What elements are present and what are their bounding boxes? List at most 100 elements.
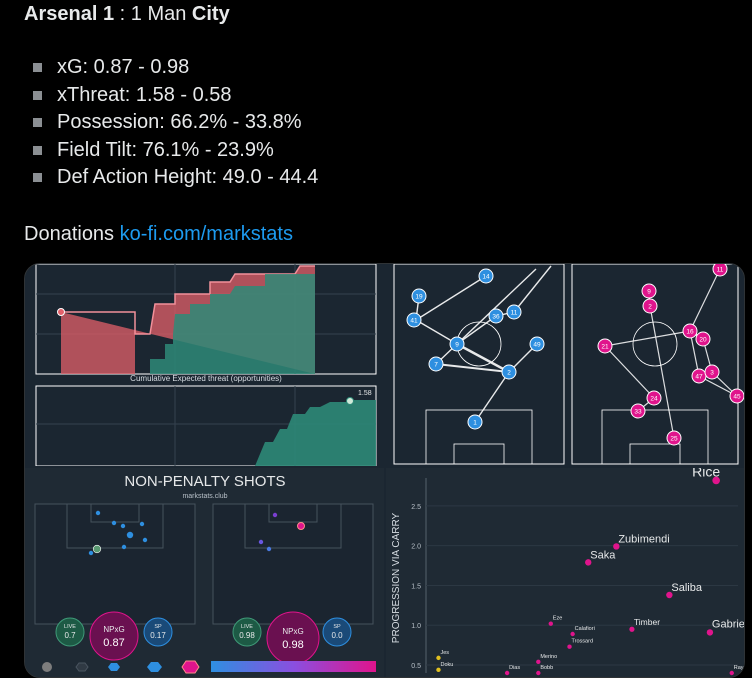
player-node-label: 2 bbox=[507, 370, 511, 377]
pass-link bbox=[415, 275, 487, 321]
player-node-label: 21 bbox=[601, 344, 609, 351]
home-shots bbox=[88, 510, 148, 556]
player-node-label: 45 bbox=[733, 394, 741, 401]
non-penalty-shots-panel[interactable]: NON-PENALTY SHOTS markstats.club bbox=[25, 468, 384, 677]
away-xthreat-area bbox=[255, 400, 376, 466]
pass-link bbox=[604, 330, 691, 347]
player-node: 7 bbox=[428, 356, 444, 372]
home-live-badge bbox=[55, 617, 85, 647]
scatter-label: Timber bbox=[634, 617, 660, 627]
scatter-label: Dias bbox=[509, 665, 520, 671]
pass-link bbox=[456, 315, 497, 345]
stat-item: Possession: 66.2% - 33.8% bbox=[24, 111, 318, 139]
shot-marker bbox=[120, 523, 126, 529]
player-node: 14 bbox=[478, 268, 494, 284]
cumulative-xthreat-panel[interactable]: Cumulative Expected threat (opportunitie… bbox=[25, 264, 384, 466]
home-start-marker bbox=[57, 308, 65, 316]
legend-hexagon-icon bbox=[75, 662, 89, 672]
scatter-label: Calafiori bbox=[575, 626, 595, 632]
scatter-point: Trossard bbox=[567, 639, 593, 649]
stats-list: xG: 0.87 - 0.98 xThreat: 1.58 - 0.58 Pos… bbox=[24, 56, 318, 194]
player-node: 36 bbox=[488, 308, 504, 324]
scatter-label: Bobb bbox=[540, 665, 553, 671]
center-circle bbox=[632, 321, 678, 367]
player-node-circle bbox=[682, 323, 698, 339]
away-half-pitch bbox=[212, 503, 374, 625]
pass-link bbox=[435, 363, 510, 373]
scatter-point: Jes bbox=[436, 650, 449, 661]
pass-link bbox=[456, 342, 510, 374]
player-node-circle bbox=[642, 298, 658, 314]
square-bullet-icon bbox=[33, 173, 42, 182]
end-value-label: 1.58 bbox=[358, 390, 372, 397]
scatter-label: Trossard bbox=[572, 639, 594, 645]
player-node-label: 47 bbox=[695, 374, 703, 381]
player-node-circle bbox=[478, 268, 494, 284]
away-live-value: 0.98 bbox=[239, 631, 255, 640]
scatter-grid: 2.5 2.0 1.5 1.0 0.5 bbox=[411, 478, 738, 673]
end-marker bbox=[346, 397, 354, 405]
scatter-marker bbox=[729, 670, 734, 676]
scatter-point: Dias bbox=[504, 665, 520, 676]
progression-scatter-panel[interactable]: PROGRESSION VIA CARRY 2.5 2.0 1.5 1.0 0.5 Ri… bbox=[386, 468, 745, 677]
scatter-marker bbox=[666, 591, 673, 599]
donations-link[interactable]: ko-fi.com/markstats bbox=[119, 223, 293, 245]
shot-marker bbox=[88, 550, 94, 556]
stat-label: xThreat: 1.58 - 0.58 bbox=[57, 83, 232, 106]
player-node-label: 25 bbox=[670, 436, 678, 443]
away-npxg-label: NPxG bbox=[282, 627, 303, 636]
player-node-circle bbox=[506, 304, 522, 320]
player-node-label: 11 bbox=[717, 267, 724, 274]
away-sp-value: 0.0 bbox=[331, 631, 343, 640]
shot-marker bbox=[139, 521, 145, 527]
away-team-prefix: Man bbox=[147, 3, 187, 25]
stat-label: Field Tilt: 76.1% - 23.9% bbox=[57, 138, 274, 161]
scatter-marker bbox=[567, 644, 572, 649]
player-node-circle bbox=[449, 336, 465, 352]
player-node: 9 bbox=[641, 283, 657, 299]
scatter-label: Merino bbox=[540, 654, 557, 660]
player-node-label: 3 bbox=[710, 370, 714, 377]
attached-image-grid[interactable]: Cumulative Expected threat (opportunitie… bbox=[24, 263, 745, 678]
shot-marker bbox=[258, 539, 264, 545]
y-tick-label: 1.0 bbox=[411, 623, 421, 630]
home-pass-network-panel[interactable]: 14 19 41 36 11 9 49 7 2 1 bbox=[386, 264, 568, 466]
away-team: City bbox=[191, 3, 230, 25]
home-npxg-value: 0.87 bbox=[103, 637, 124, 649]
player-node-label: 41 bbox=[410, 318, 418, 325]
stat-item: xThreat: 1.58 - 0.58 bbox=[24, 84, 318, 112]
player-node-label: 19 bbox=[415, 294, 423, 301]
goal-marker bbox=[297, 522, 305, 530]
player-node: 25 bbox=[666, 430, 682, 446]
scatter-label: Saka bbox=[590, 549, 616, 561]
pass-link bbox=[649, 305, 675, 439]
player-node-circle bbox=[641, 283, 657, 299]
pass-link bbox=[513, 265, 552, 313]
home-live-label: LIVE bbox=[64, 624, 76, 630]
non-penalty-shots-chart: NON-PENALTY SHOTS markstats.club bbox=[34, 473, 376, 674]
scatter-label: Rice bbox=[692, 468, 720, 479]
pass-links bbox=[604, 268, 738, 439]
scatter-point: Raya bbox=[729, 665, 744, 676]
goal-marker bbox=[92, 544, 102, 554]
player-node-circle bbox=[501, 364, 517, 380]
player-node-label: 1 bbox=[473, 420, 477, 427]
player-node-label: 24 bbox=[650, 396, 658, 403]
away-sp-label: SP bbox=[333, 624, 341, 630]
square-bullet-icon bbox=[33, 90, 42, 100]
square-bullet-icon bbox=[33, 145, 42, 155]
player-node-circle bbox=[712, 264, 728, 277]
away-npxg-value: 0.98 bbox=[282, 639, 303, 651]
player-node-circle bbox=[729, 388, 744, 404]
player-node-circle bbox=[529, 336, 545, 352]
y-tick-label: 1.5 bbox=[411, 583, 421, 590]
home-sp-badge bbox=[143, 617, 173, 647]
away-area bbox=[150, 274, 315, 374]
away-pass-network-panel[interactable]: 9 2 16 21 20 47 3 45 24 33 25 11 bbox=[570, 264, 744, 466]
donations-label: Donations bbox=[24, 223, 115, 245]
scatter-label: Zubimendi bbox=[618, 533, 669, 545]
scatter-marker bbox=[585, 559, 592, 566]
scatter-label: Doku bbox=[440, 662, 453, 668]
scatter-label: Gabriel bbox=[712, 618, 745, 630]
